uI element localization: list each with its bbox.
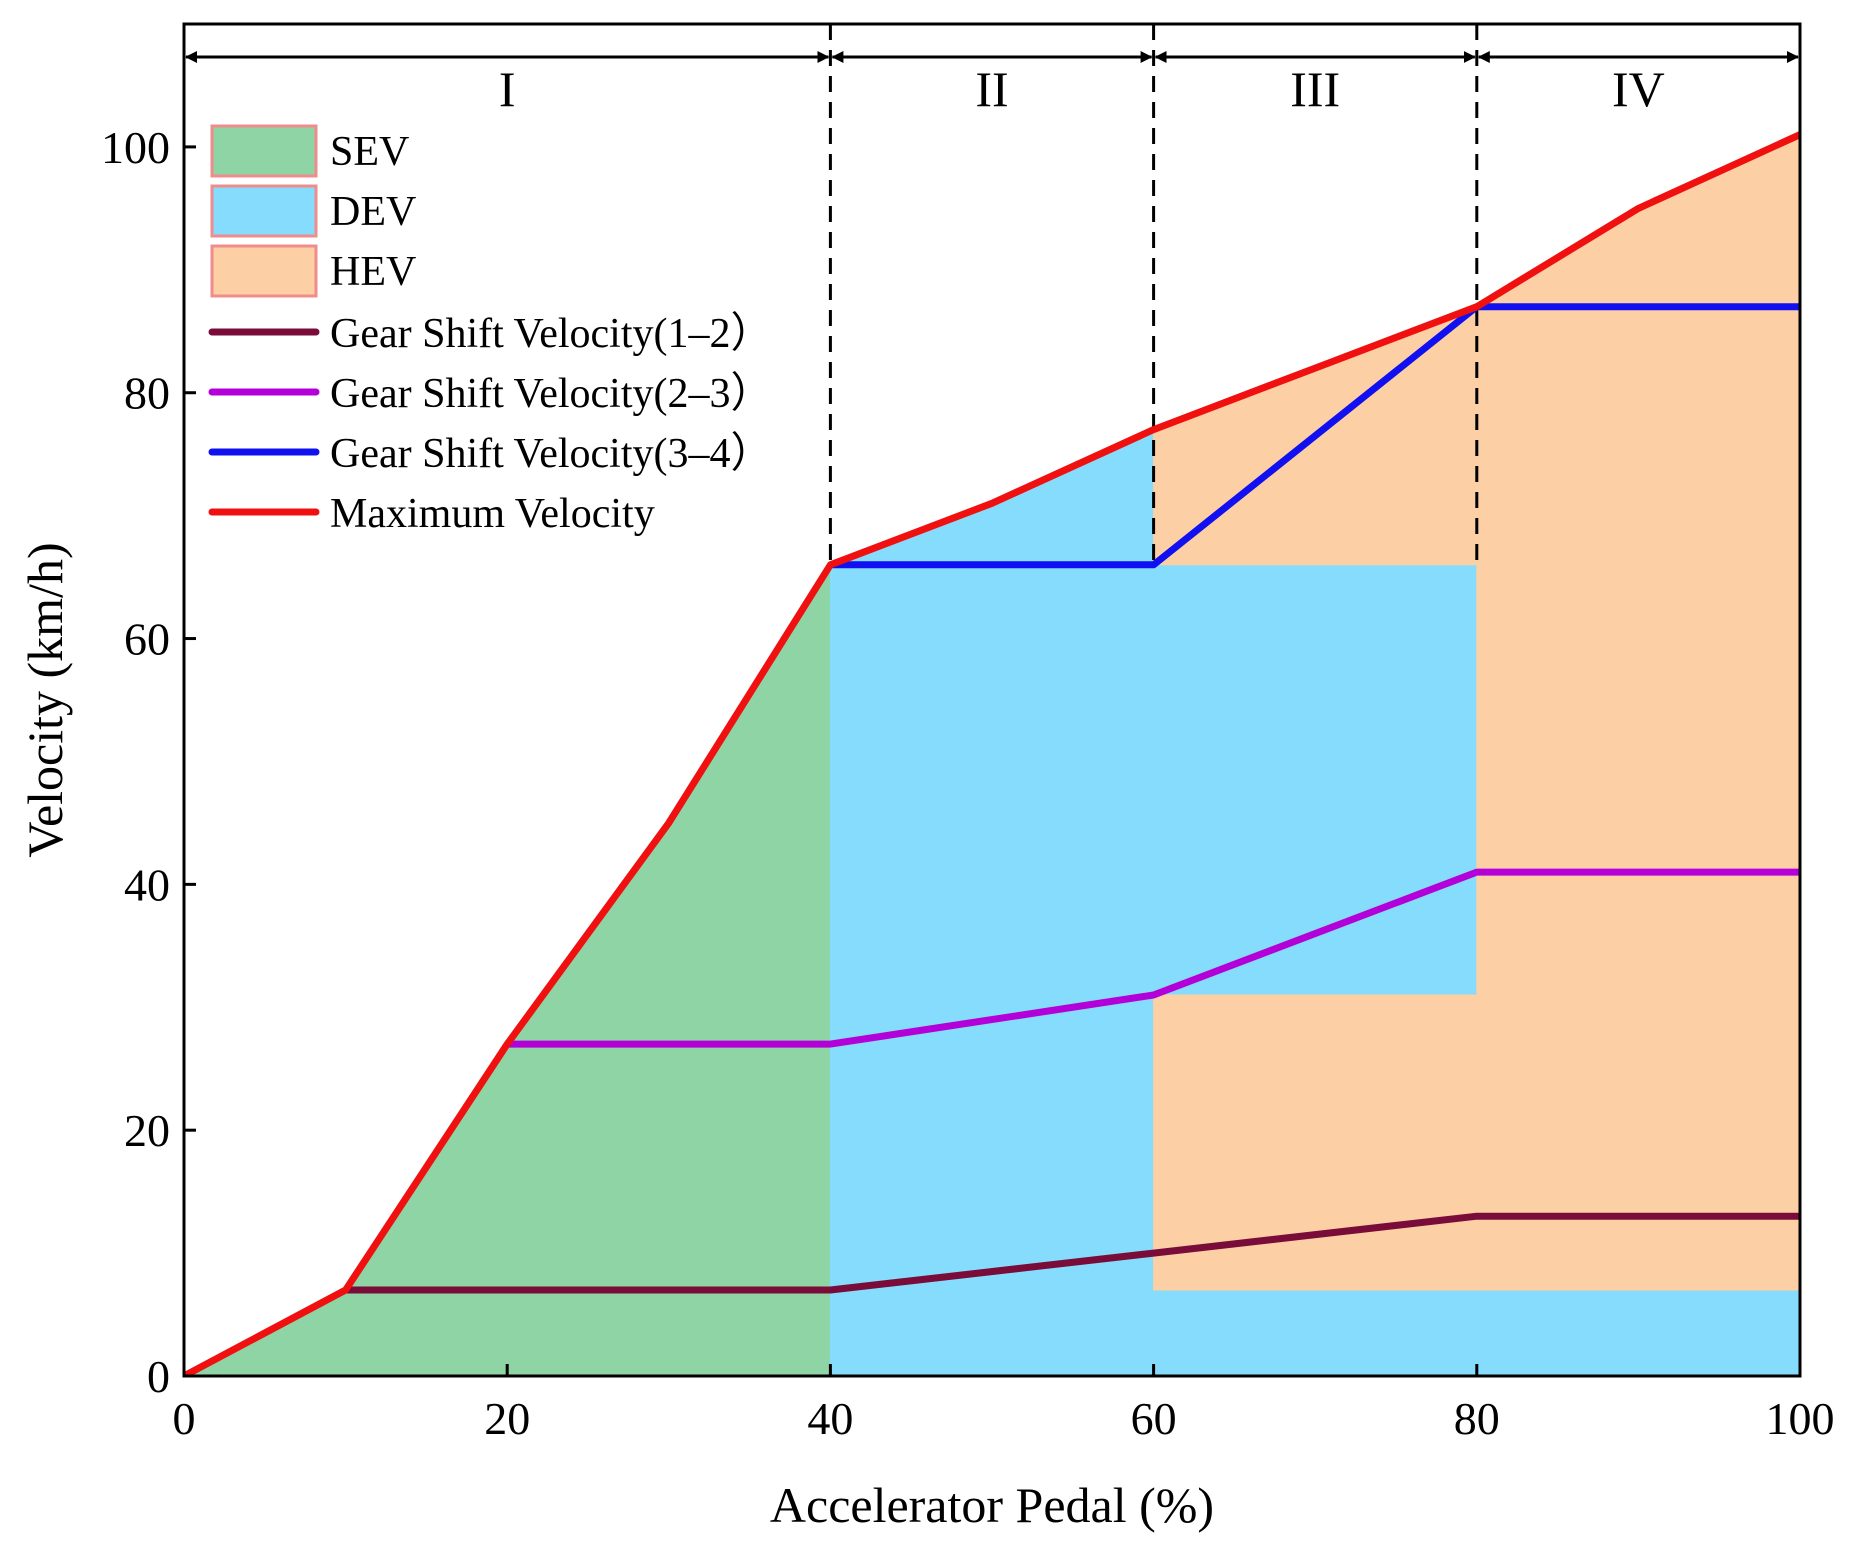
y-tick-label-100: 100	[101, 122, 170, 173]
region-label-iii: III	[1290, 61, 1340, 117]
y-tick-label-20: 20	[124, 1105, 170, 1156]
area-sev-1	[184, 563, 831, 1376]
series-layer	[184, 131, 1800, 1376]
legend-swatch-hev	[210, 244, 318, 298]
y-tick-label-0: 0	[147, 1351, 170, 1402]
y-tick-label-80: 80	[124, 368, 170, 419]
y-tick-label-60: 60	[124, 614, 170, 665]
x-tick-label-100: 100	[1766, 1393, 1835, 1444]
series-line-maximum-velocity	[184, 131, 1800, 1376]
region-boundaries	[828, 24, 1479, 565]
x-tick-label-20: 20	[484, 1393, 530, 1444]
area-hev-2	[1153, 994, 1478, 1254]
y-axis-title: Velocity (km/h)	[17, 542, 73, 857]
x-tick-label-60: 60	[1131, 1393, 1177, 1444]
region-label-ii: II	[975, 61, 1008, 117]
legend-label-gear-shift-velocity-3-4: Gear Shift Velocity(3–4）	[330, 431, 772, 477]
legend-label-gear-shift-velocity-2-3: Gear Shift Velocity(2–3）	[330, 371, 772, 417]
y-tick-label-40: 40	[124, 859, 170, 910]
series-line-gear-shift-velocity-2-3	[507, 868, 1800, 1048]
legend-label-maximum-velocity: Maximum Velocity	[330, 491, 655, 537]
legend-label-gear-shift-velocity-1-2: Gear Shift Velocity(1–2）	[330, 311, 772, 357]
legend-swatch-sev	[210, 124, 318, 178]
legend-swatch-dev	[210, 184, 318, 238]
x-tick-label-0: 0	[173, 1393, 196, 1444]
region-label-i: I	[499, 61, 516, 117]
legend-label-dev: DEV	[330, 189, 416, 235]
legend-label-sev: SEV	[330, 129, 409, 175]
x-tick-label-80: 80	[1454, 1393, 1500, 1444]
axes: 0 20 40 60 80 100 0 20 40 60 80 100 Accelerator Peda…	[17, 22, 1835, 1533]
area-layer	[184, 134, 1800, 1376]
region-label-iv: IV	[1612, 61, 1665, 117]
plot-frame	[182, 22, 1802, 1378]
legend-label-hev: HEV	[330, 249, 416, 295]
region-arrows: I II III IV	[185, 51, 1799, 117]
series-line-gear-shift-velocity-1-2	[345, 1212, 1800, 1294]
x-tick-label-40: 40	[807, 1393, 853, 1444]
series-line-gear-shift-velocity-3-4	[830, 303, 1800, 569]
legend: SEV DEV HEV Gear Shift Velocity(1–2） Gear Sh…	[208, 124, 772, 537]
x-axis-title: Accelerator Pedal (%)	[770, 1477, 1214, 1533]
